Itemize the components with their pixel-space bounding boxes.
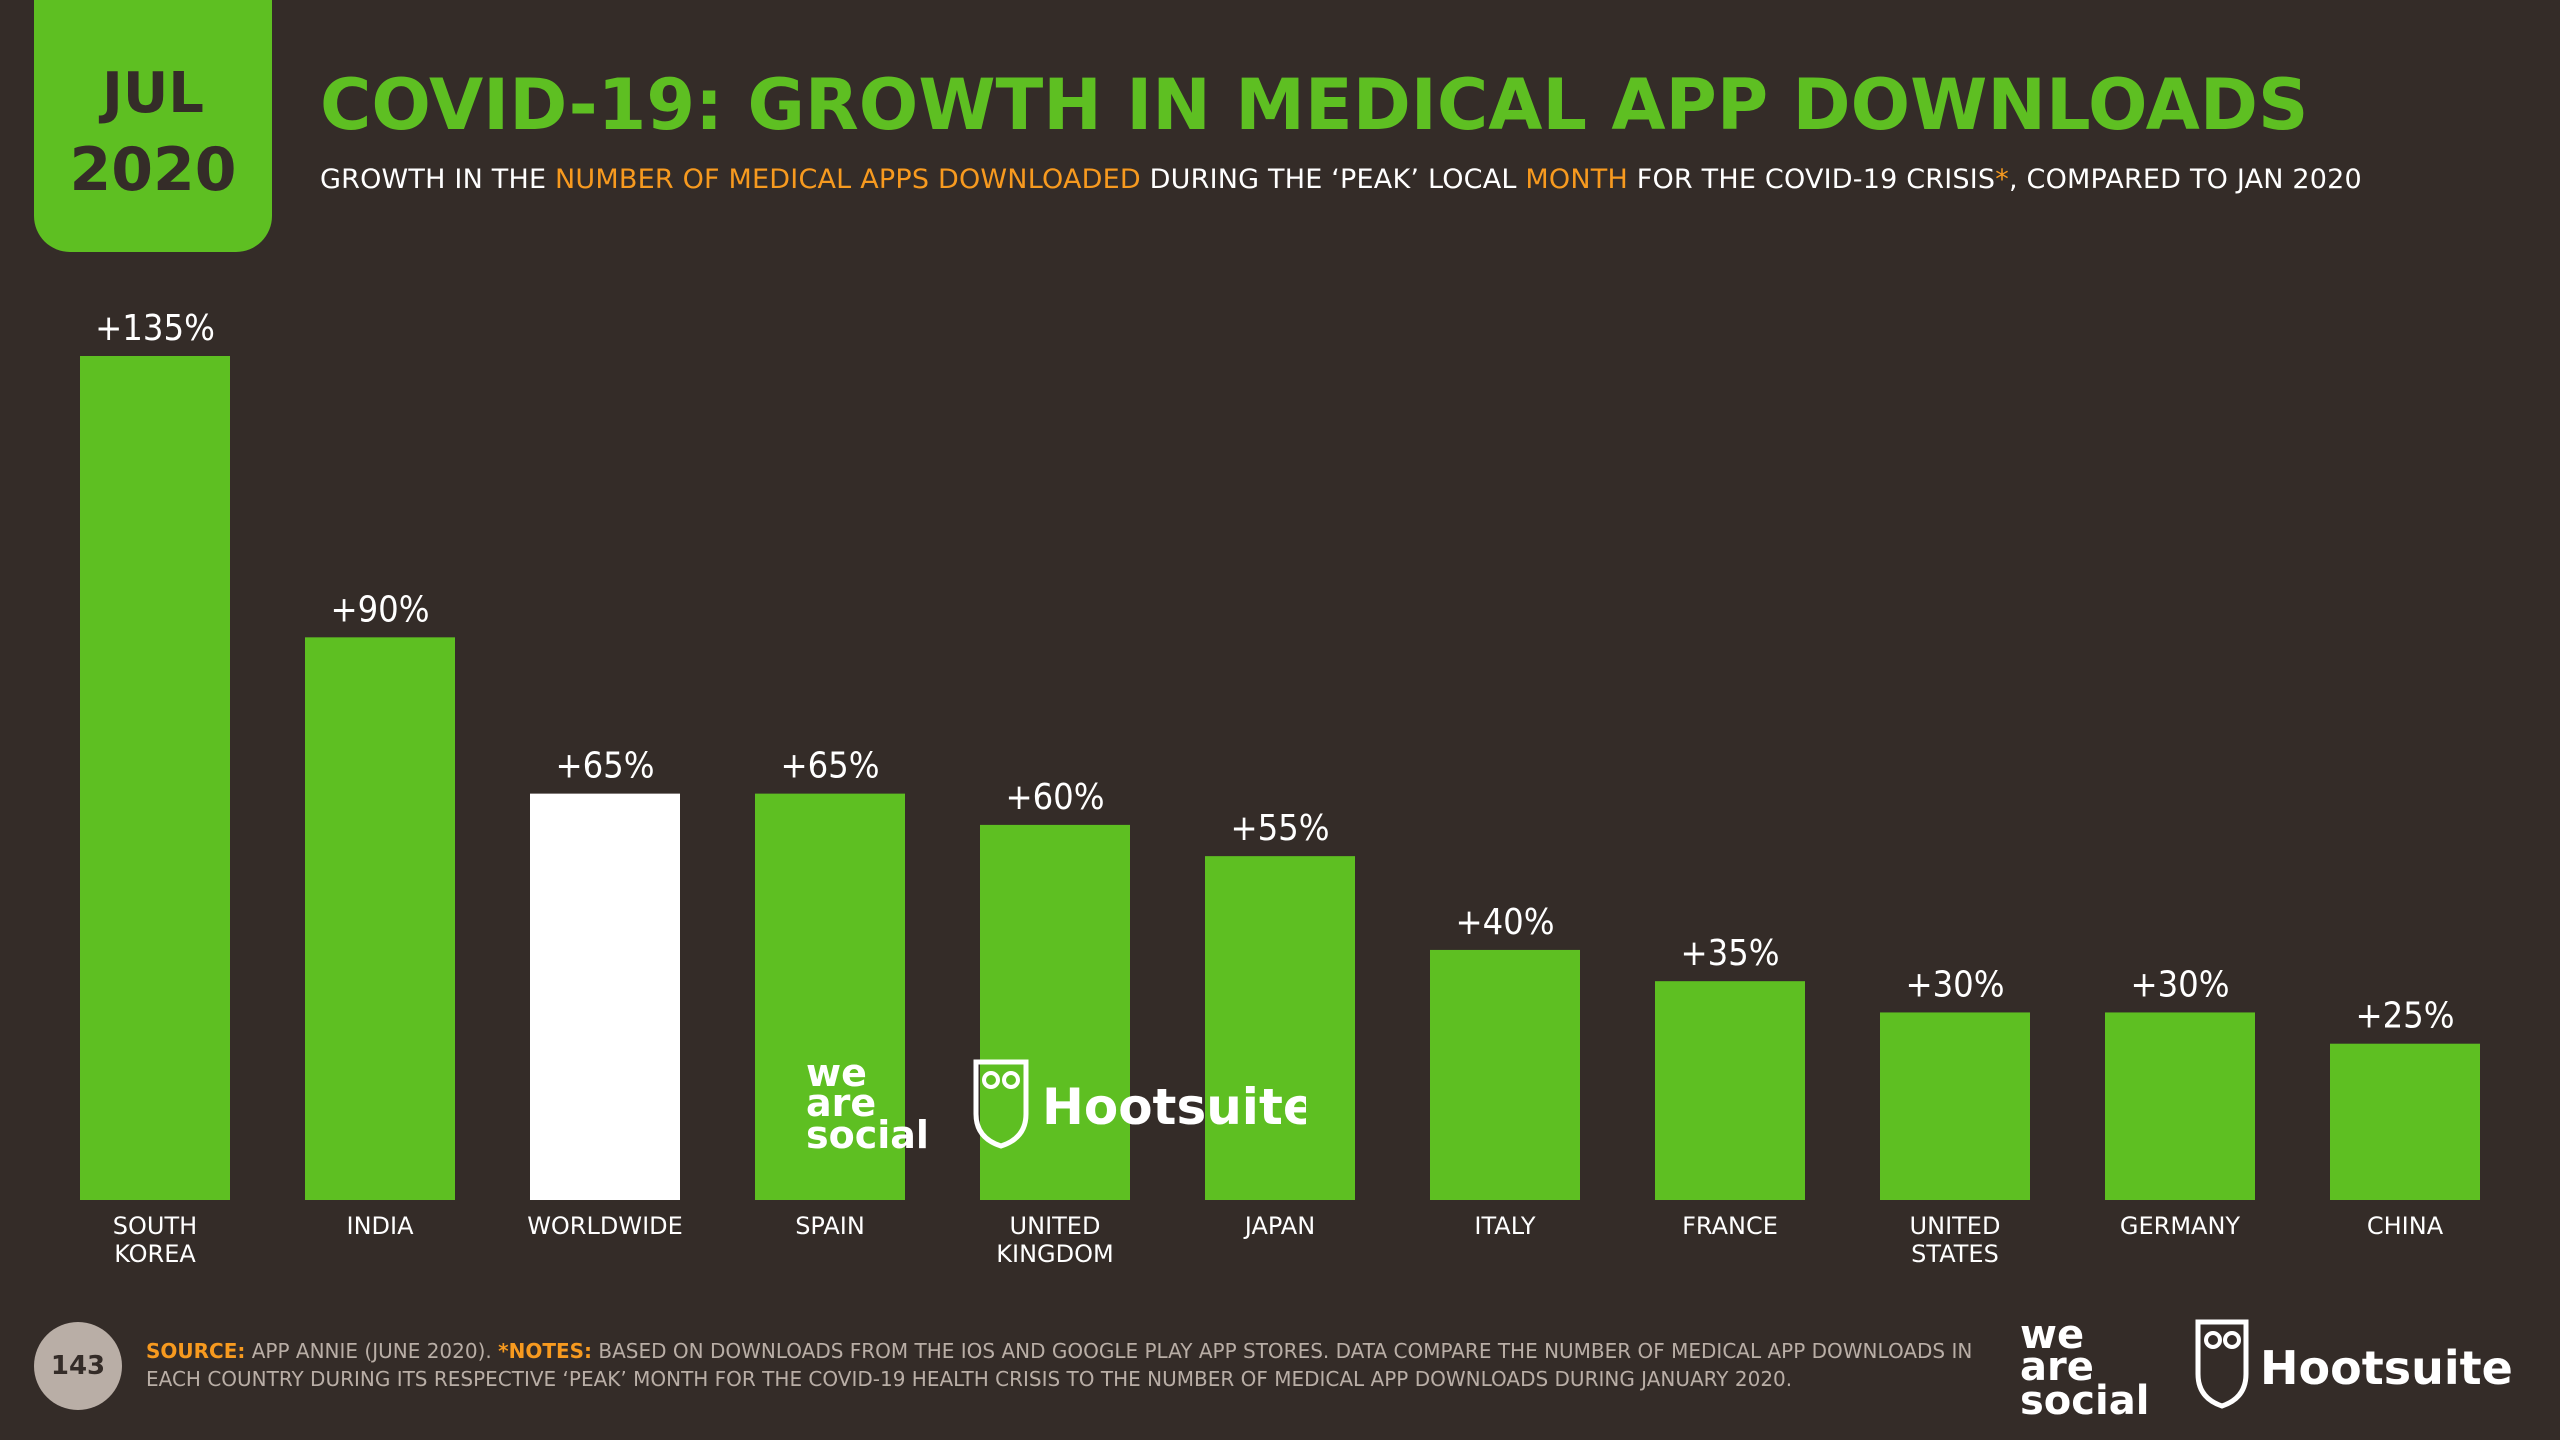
bar-value-label-8: +30%	[1905, 964, 2004, 1005]
bar-2	[530, 793, 680, 1200]
page-subtitle: GROWTH IN THE NUMBER OF MEDICAL APPS DOW…	[320, 162, 2362, 198]
footer-hootsuite-wordmark: Hootsuite	[2260, 1341, 2513, 1395]
badge-year: 2020	[69, 135, 237, 205]
subtitle-highlight-1: NUMBER OF MEDICAL APPS DOWNLOADED	[555, 164, 1141, 195]
bar-8	[1880, 1012, 2030, 1200]
subtitle-highlight-2: MONTH	[1525, 164, 1628, 195]
bar-0	[80, 356, 230, 1200]
bar-value-label-1: +90%	[330, 589, 429, 630]
bar-3	[755, 793, 905, 1200]
notes-text: BASED ON DOWNLOADS FROM THE IOS AND GOOG…	[146, 1339, 1973, 1391]
category-label-5: JAPAN	[1243, 1212, 1315, 1240]
footer-owl-icon	[2195, 1319, 2249, 1409]
category-label-4: UNITED KINGDOM	[996, 1212, 1113, 1268]
bar-5	[1205, 856, 1355, 1200]
bar-value-label-3: +65%	[780, 746, 879, 787]
bar-value-label-5: +55%	[1230, 808, 1329, 849]
bar-10	[2330, 1043, 2480, 1200]
subtitle-part-4: , COMPARED TO JAN 2020	[2008, 164, 2362, 195]
footer-we-are-social-logo: we are social	[2020, 1312, 2149, 1420]
category-label-1: INDIA	[346, 1212, 414, 1240]
source-label: SOURCE:	[146, 1339, 246, 1363]
badge-month: JUL	[102, 61, 204, 126]
watermark-logos: we are social Hootsuite	[806, 1052, 1306, 1152]
bar-7	[1655, 981, 1805, 1200]
category-label-7: FRANCE	[1682, 1212, 1778, 1240]
bar-chart: +135% SOUTH KOREA +90% INDIA +65% WORLDWIDE +65…	[80, 308, 2480, 1268]
date-badge: JUL 2020	[34, 0, 272, 252]
bar-value-label-6: +40%	[1455, 902, 1554, 943]
owl-icon	[973, 1059, 1029, 1149]
logo-word-are: are	[806, 1081, 876, 1125]
subtitle-highlight-3: *	[1995, 164, 2009, 195]
footer-hootsuite-logo: Hootsuite	[2195, 1319, 2513, 1409]
category-label-10: CHINA	[2367, 1212, 2444, 1240]
footer-logo-word-social: social	[2020, 1378, 2149, 1420]
bar-value-label-10: +25%	[2355, 996, 2454, 1037]
logo-word-we: we	[806, 1052, 867, 1095]
bar-9	[2105, 1012, 2255, 1200]
subtitle-part-2: DURING THE ‘PEAK’ LOCAL	[1140, 164, 1526, 195]
bar-value-label-7: +35%	[1680, 933, 1779, 974]
bar-4	[980, 824, 1130, 1200]
footer-logo-word-are: are	[2020, 1344, 2094, 1390]
page-number-badge: 143	[34, 1322, 122, 1410]
page-title: COVID-19: GROWTH IN MEDICAL APP DOWNLOAD…	[320, 64, 2309, 146]
notes-label: *NOTES:	[498, 1339, 593, 1363]
hootsuite-wordmark: Hootsuite	[1042, 1078, 1306, 1136]
category-label-3: SPAIN	[795, 1212, 865, 1240]
subtitle-part-3: FOR THE COVID-19 CRISIS	[1627, 164, 1996, 195]
bar-1	[305, 637, 455, 1200]
logo-word-social: social	[806, 1113, 929, 1152]
we-are-social-logo: we are social	[806, 1052, 929, 1152]
footer-logo-word-we: we	[2020, 1312, 2084, 1358]
category-label-0: SOUTH KOREA	[113, 1212, 197, 1268]
bar-6	[1430, 949, 1580, 1200]
category-label-6: ITALY	[1474, 1212, 1535, 1240]
category-label-9: GERMANY	[2120, 1212, 2241, 1240]
subtitle-part-1: GROWTH IN THE	[320, 164, 555, 195]
bar-value-label-2: +65%	[555, 746, 654, 787]
bar-value-label-0: +135%	[95, 308, 215, 349]
category-label-8: UNITED STATES	[1910, 1212, 2001, 1268]
source-notes: SOURCE: APP ANNIE (JUNE 2020). *NOTES: B…	[146, 1337, 1986, 1393]
bar-value-label-9: +30%	[2130, 964, 2229, 1005]
source-text: APP ANNIE (JUNE 2020).	[245, 1339, 499, 1363]
footer-logos: we are social Hootsuite	[2020, 1312, 2513, 1420]
hootsuite-logo: Hootsuite	[973, 1059, 1306, 1149]
category-label-2: WORLDWIDE	[527, 1212, 683, 1240]
bar-value-label-4: +60%	[1005, 777, 1104, 818]
